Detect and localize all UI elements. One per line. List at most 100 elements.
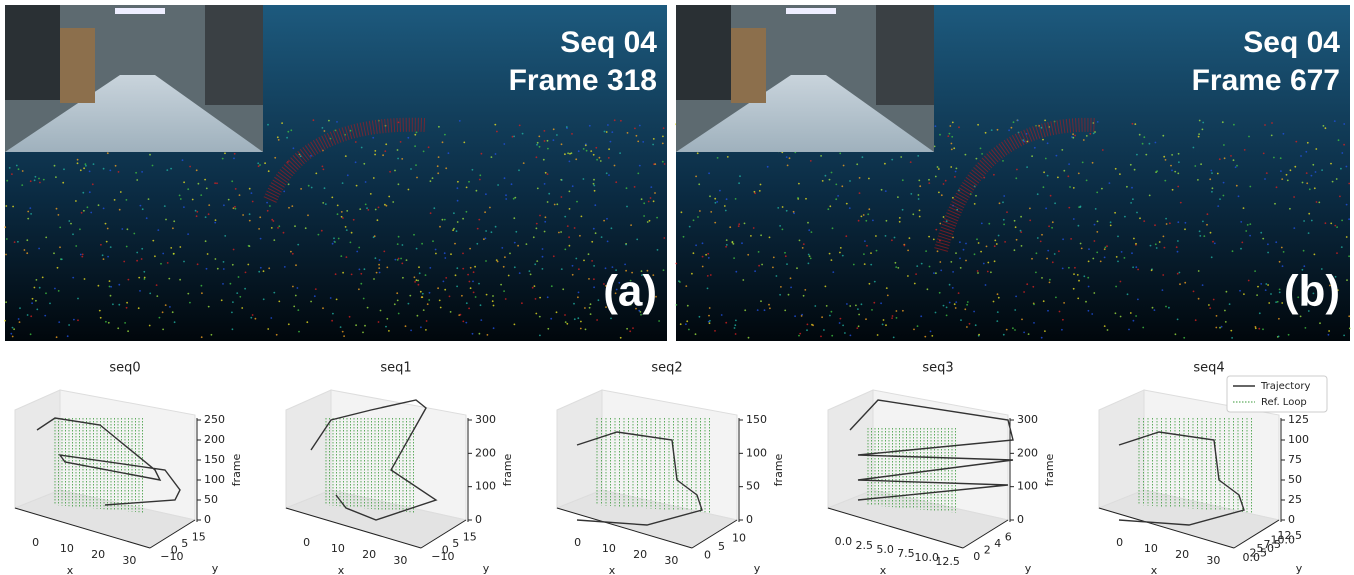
point <box>359 208 361 210</box>
point <box>717 157 719 159</box>
point <box>294 225 296 227</box>
point <box>443 281 445 283</box>
point <box>702 256 704 258</box>
point <box>438 156 440 158</box>
point <box>949 133 951 135</box>
point <box>1278 336 1280 338</box>
point <box>211 334 213 336</box>
point <box>977 272 979 274</box>
point <box>347 174 349 176</box>
point <box>1013 121 1015 123</box>
plot-title: seq2 <box>651 361 682 376</box>
point <box>486 294 488 296</box>
point <box>954 176 956 178</box>
point <box>1166 223 1168 225</box>
point <box>519 125 521 127</box>
point <box>556 311 558 313</box>
point <box>1135 243 1137 245</box>
point <box>112 303 114 305</box>
point <box>733 257 735 259</box>
point <box>378 321 380 323</box>
point <box>1212 187 1214 189</box>
point <box>322 166 324 168</box>
z-tick-label: 100 <box>1017 480 1038 493</box>
point <box>264 162 266 164</box>
figure: Seq 04Frame 318(a)Seq 04Frame 677(b)seq0… <box>0 0 1354 575</box>
point <box>332 313 334 315</box>
point <box>1199 230 1201 232</box>
point <box>1091 313 1093 315</box>
point <box>400 141 402 143</box>
point <box>1165 306 1167 308</box>
point <box>629 330 631 332</box>
point <box>5 254 7 256</box>
point <box>109 280 111 282</box>
point <box>652 144 654 146</box>
point <box>1319 322 1321 324</box>
point <box>267 124 269 126</box>
point <box>1265 289 1267 291</box>
point <box>508 275 510 277</box>
point <box>1023 291 1025 293</box>
point <box>653 138 655 140</box>
point <box>1210 170 1212 172</box>
point <box>481 153 483 155</box>
left-pane <box>286 390 331 508</box>
point <box>472 169 474 171</box>
point <box>966 304 968 306</box>
point <box>214 182 216 184</box>
point <box>165 304 167 306</box>
z-tick-label: 100 <box>204 473 225 486</box>
point <box>829 315 831 317</box>
point <box>1300 155 1302 157</box>
point <box>515 231 517 233</box>
point <box>822 180 824 182</box>
point <box>450 253 452 255</box>
point <box>867 213 869 215</box>
point <box>1102 149 1104 151</box>
point <box>1306 182 1308 184</box>
point <box>1179 272 1181 274</box>
y-tick-label: 4 <box>994 537 1001 550</box>
point <box>408 189 410 191</box>
point <box>952 122 954 124</box>
plot-title: seq1 <box>380 361 411 376</box>
point <box>805 198 807 200</box>
point <box>224 235 226 237</box>
point <box>1263 153 1265 155</box>
point <box>683 236 685 238</box>
point <box>950 261 952 263</box>
point <box>1163 156 1165 158</box>
point <box>87 206 89 208</box>
point <box>918 198 920 200</box>
point <box>657 249 659 251</box>
point <box>776 275 778 277</box>
point <box>497 184 499 186</box>
point <box>162 311 164 313</box>
point <box>281 122 283 124</box>
point <box>98 204 100 206</box>
point <box>829 205 831 207</box>
point <box>298 331 300 333</box>
point <box>654 192 656 194</box>
point <box>1077 298 1079 300</box>
point <box>255 318 257 320</box>
x-tick-label: 30 <box>122 554 136 567</box>
point <box>386 205 388 207</box>
point <box>58 321 60 323</box>
point <box>1172 189 1174 191</box>
point <box>935 176 937 178</box>
point <box>955 252 957 254</box>
point <box>840 247 842 249</box>
point <box>861 216 863 218</box>
point <box>374 154 376 156</box>
point <box>1219 158 1221 160</box>
point <box>931 335 933 337</box>
z-tick-label: 0 <box>746 513 753 526</box>
point <box>788 294 790 296</box>
point <box>81 256 83 258</box>
point <box>650 197 652 199</box>
point <box>410 330 412 332</box>
point <box>577 317 579 319</box>
point <box>951 149 953 151</box>
